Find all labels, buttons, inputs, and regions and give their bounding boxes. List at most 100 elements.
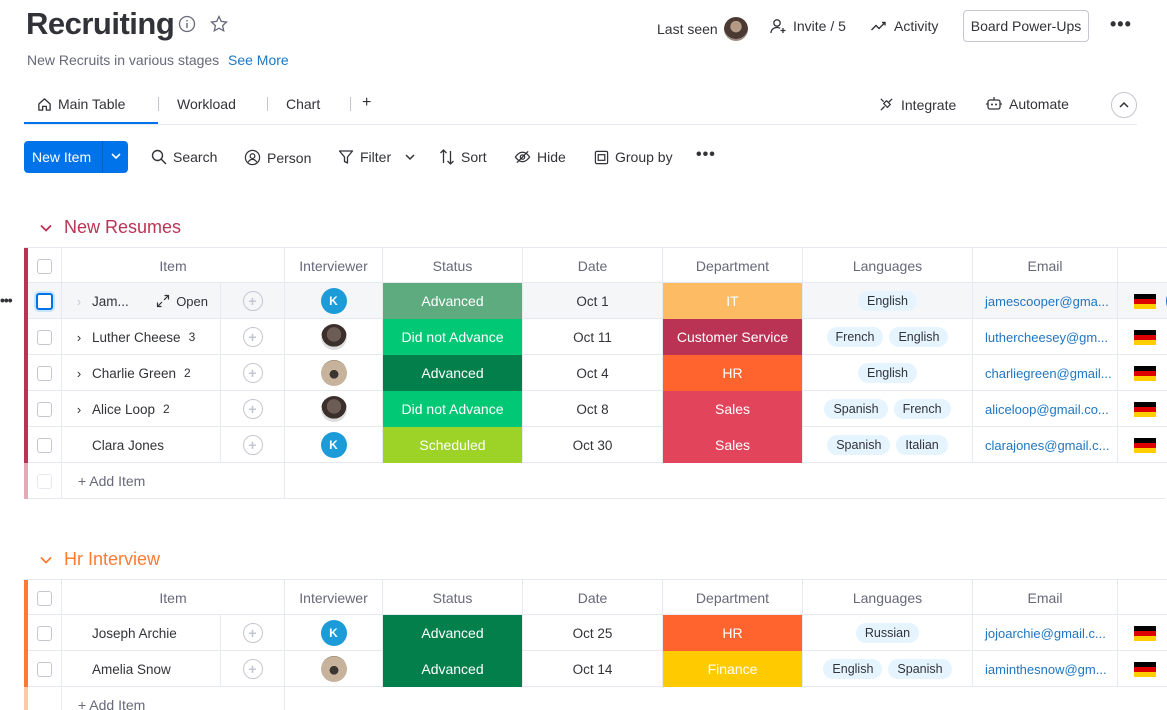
date-cell[interactable]: Oct 8 bbox=[523, 391, 663, 427]
row-checkbox[interactable] bbox=[37, 437, 52, 453]
updates-cell[interactable]: + bbox=[220, 391, 285, 427]
expand-subitems-icon[interactable]: › bbox=[76, 329, 82, 345]
column-header-department[interactable]: Department bbox=[663, 248, 803, 284]
languages-cell[interactable]: English Spanish bbox=[803, 651, 973, 687]
info-icon[interactable] bbox=[177, 14, 197, 34]
hide-button[interactable]: Hide bbox=[514, 149, 566, 165]
group-by-button[interactable]: Group by bbox=[594, 149, 673, 165]
languages-cell[interactable]: English bbox=[803, 355, 973, 391]
updates-cell[interactable]: + bbox=[220, 427, 285, 463]
board-title[interactable]: Recruiting bbox=[26, 6, 175, 41]
status-cell[interactable]: Did not Advance bbox=[383, 391, 523, 427]
invite-button[interactable]: Invite / 5 bbox=[769, 17, 846, 35]
column-header-email[interactable]: Email bbox=[973, 248, 1118, 284]
row-checkbox[interactable] bbox=[37, 661, 52, 677]
column-header-languages[interactable]: Languages bbox=[803, 248, 973, 284]
select-all-cell[interactable] bbox=[28, 248, 62, 284]
tab-chart[interactable]: Chart bbox=[286, 96, 320, 112]
languages-cell[interactable]: Spanish Italian bbox=[803, 427, 973, 463]
updates-cell[interactable]: + bbox=[220, 283, 285, 319]
more-toolbar-icon[interactable]: ••• bbox=[696, 146, 716, 163]
department-cell[interactable]: Sales bbox=[663, 391, 803, 427]
updates-cell[interactable]: + bbox=[220, 651, 285, 687]
automate-button[interactable]: Automate bbox=[985, 96, 1069, 112]
board-power-ups-button[interactable]: Board Power-Ups bbox=[963, 10, 1089, 42]
department-cell[interactable]: HR bbox=[663, 355, 803, 391]
add-update-icon[interactable]: + bbox=[242, 435, 263, 455]
country-cell[interactable] bbox=[1118, 427, 1167, 463]
expand-subitems-icon[interactable]: › bbox=[76, 365, 82, 381]
add-item-row[interactable]: + Add Item bbox=[24, 687, 1165, 710]
date-cell[interactable]: Oct 1 bbox=[523, 283, 663, 319]
add-update-icon[interactable]: + bbox=[242, 327, 263, 347]
date-cell[interactable]: Oct 25 bbox=[523, 615, 663, 651]
column-header-interviewer[interactable]: Interviewer bbox=[285, 580, 383, 616]
department-cell[interactable]: Customer Service bbox=[663, 319, 803, 355]
column-header-date[interactable]: Date bbox=[523, 580, 663, 616]
open-item-button[interactable]: Open bbox=[156, 283, 220, 319]
table-row[interactable]: › Luther Cheese 3 + Did not Advance Oct … bbox=[24, 319, 1167, 355]
department-cell[interactable]: HR bbox=[663, 615, 803, 651]
languages-cell[interactable]: Spanish French bbox=[803, 391, 973, 427]
column-header-department[interactable]: Department bbox=[663, 580, 803, 616]
languages-cell[interactable]: English bbox=[803, 283, 973, 319]
item-name[interactable]: Alice Loop bbox=[92, 401, 156, 417]
add-update-icon[interactable]: + bbox=[242, 363, 263, 383]
interviewer-cell[interactable]: K bbox=[285, 283, 383, 319]
department-cell[interactable]: Finance bbox=[663, 651, 803, 687]
select-all-cell[interactable] bbox=[28, 580, 62, 616]
row-checkbox[interactable] bbox=[37, 401, 52, 417]
item-name-cell[interactable]: Joseph Archie bbox=[62, 615, 220, 651]
email-cell[interactable]: clarajones@gmail.c... bbox=[973, 427, 1118, 463]
filter-button[interactable]: Filter bbox=[338, 149, 415, 165]
row-select-cell[interactable] bbox=[28, 319, 62, 355]
email-cell[interactable]: iaminthesnow@gm... bbox=[973, 651, 1118, 687]
country-cell[interactable] bbox=[1118, 319, 1167, 355]
status-cell[interactable]: Advanced bbox=[383, 283, 523, 319]
item-name-cell[interactable]: Clara Jones bbox=[62, 427, 220, 463]
add-update-icon[interactable]: + bbox=[242, 623, 263, 643]
tab-workload[interactable]: Workload bbox=[177, 96, 236, 112]
chevron-down-icon[interactable] bbox=[40, 224, 52, 232]
row-select-cell[interactable] bbox=[28, 283, 62, 319]
item-name[interactable]: Amelia Snow bbox=[92, 661, 171, 677]
status-cell[interactable]: Advanced bbox=[383, 651, 523, 687]
column-header-item[interactable]: Item bbox=[62, 248, 285, 284]
email-cell[interactable]: luthercheesey@gm... bbox=[973, 319, 1118, 355]
item-name[interactable]: Clara Jones bbox=[92, 437, 165, 453]
group-title-new-resumes[interactable]: New Resumes bbox=[40, 217, 181, 238]
interviewer-cell[interactable] bbox=[285, 319, 383, 355]
column-header-languages[interactable]: Languages bbox=[803, 580, 973, 616]
item-name[interactable]: Charlie Green bbox=[92, 365, 177, 381]
table-row[interactable]: › Alice Loop 2 + Did not Advance Oct 8 S… bbox=[24, 391, 1167, 427]
country-cell[interactable] bbox=[1118, 651, 1167, 687]
interviewer-cell[interactable] bbox=[285, 391, 383, 427]
item-name-cell[interactable]: › Alice Loop 2 bbox=[62, 391, 220, 427]
department-cell[interactable]: Sales bbox=[663, 427, 803, 463]
chevron-down-icon[interactable] bbox=[40, 556, 52, 564]
status-cell[interactable]: Advanced bbox=[383, 615, 523, 651]
interviewer-cell[interactable]: K bbox=[285, 427, 383, 463]
item-name[interactable]: Joseph Archie bbox=[92, 625, 177, 641]
add-view-button[interactable]: + bbox=[362, 94, 372, 111]
star-icon[interactable] bbox=[209, 14, 229, 34]
date-cell[interactable]: Oct 14 bbox=[523, 651, 663, 687]
department-cell[interactable]: IT bbox=[663, 283, 803, 319]
table-row[interactable]: Joseph Archie + K Advanced Oct 25 HR Rus… bbox=[24, 615, 1167, 651]
row-menu-icon[interactable]: ••• bbox=[0, 292, 13, 308]
email-cell[interactable]: jojoarchie@gmail.c... bbox=[973, 615, 1118, 651]
updates-cell[interactable]: + bbox=[220, 355, 285, 391]
new-item-button[interactable]: New Item bbox=[24, 141, 128, 173]
add-update-icon[interactable]: + bbox=[242, 399, 263, 419]
chevron-down-icon[interactable] bbox=[405, 153, 415, 161]
date-cell[interactable]: Oct 11 bbox=[523, 319, 663, 355]
email-cell[interactable]: aliceloop@gmail.co... bbox=[973, 391, 1118, 427]
tab-main-table[interactable]: Main Table bbox=[37, 96, 125, 112]
item-name[interactable]: Jam... bbox=[92, 293, 129, 309]
add-item-row[interactable]: + Add Item bbox=[24, 463, 1165, 499]
chevron-down-icon[interactable] bbox=[103, 152, 128, 163]
more-options-icon[interactable]: ••• bbox=[1110, 14, 1132, 34]
row-select-cell[interactable] bbox=[28, 391, 62, 427]
row-checkbox[interactable] bbox=[37, 329, 52, 345]
status-cell[interactable]: Scheduled bbox=[383, 427, 523, 463]
